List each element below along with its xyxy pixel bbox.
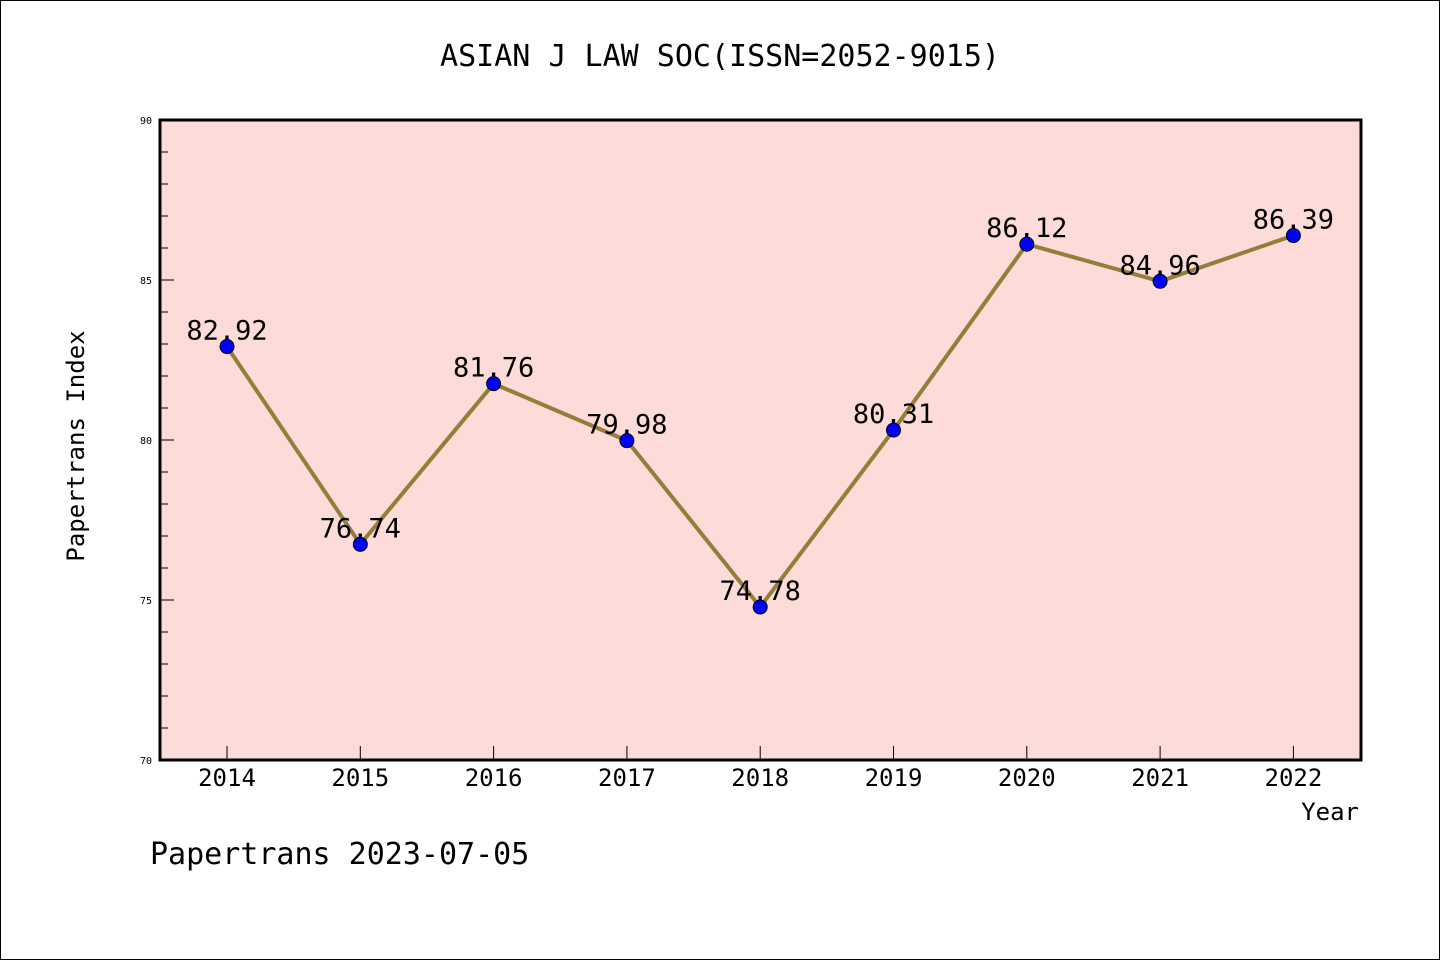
y-tick-label: 70 <box>140 756 152 767</box>
data-point <box>352 536 368 552</box>
data-label: 74.78 <box>720 576 801 607</box>
chart-title: ASIAN J LAW SOC(ISSN=2052-9015) <box>440 39 1000 74</box>
y-axis-label: Papertrans Index <box>62 330 90 561</box>
x-tick-label: 2017 <box>598 764 656 792</box>
data-label: 86.12 <box>986 213 1067 244</box>
data-label: 76.74 <box>320 513 401 544</box>
x-tick-label: 2014 <box>198 764 256 792</box>
data-point <box>1285 228 1301 244</box>
x-axis-ticks: 2014 2015 2016 2017 2018 2019 2020 2021 2022 <box>198 746 1322 792</box>
x-tick-label: 2018 <box>731 764 789 792</box>
data-point <box>1019 236 1035 252</box>
x-tick-label: 2022 <box>1265 764 1323 792</box>
data-label: 79.98 <box>586 410 667 441</box>
x-tick-label: 2016 <box>465 764 523 792</box>
data-label: 82.92 <box>186 316 267 347</box>
data-label: 86.39 <box>1253 205 1334 236</box>
x-tick-label: 2019 <box>865 764 923 792</box>
data-point <box>486 376 502 392</box>
data-point <box>752 599 768 615</box>
x-axis-label: Year <box>1301 798 1359 826</box>
data-label: 80.31 <box>853 399 934 430</box>
x-tick-label: 2021 <box>1131 764 1189 792</box>
y-tick-label: 85 <box>140 276 152 287</box>
data-point <box>219 339 235 355</box>
data-point <box>886 422 901 438</box>
data-labels: 82.92 76.74 81.76 79.98 74.78 80.31 86.12 84.96… <box>186 205 1334 608</box>
y-tick-label: 75 <box>140 596 152 607</box>
x-tick-label: 2020 <box>998 764 1056 792</box>
x-tick-label: 2015 <box>331 764 389 792</box>
plot-border <box>158 118 1363 762</box>
plot-area <box>160 120 1361 760</box>
data-label: 84.96 <box>1119 250 1200 281</box>
data-points <box>219 228 1301 615</box>
data-point <box>1152 273 1168 289</box>
y-tick-label: 80 <box>140 436 152 447</box>
data-point <box>619 433 635 449</box>
footer-credit: Papertrans 2023-07-05 <box>150 837 529 872</box>
y-tick-label: 90 <box>140 116 152 127</box>
data-label: 81.76 <box>453 353 534 384</box>
